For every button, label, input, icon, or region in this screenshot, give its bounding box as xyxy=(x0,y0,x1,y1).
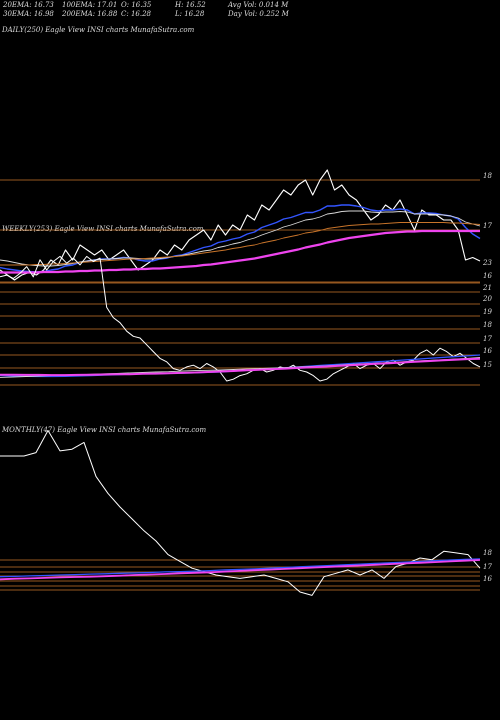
daily-price-tick-17: 17 xyxy=(483,222,492,230)
daily-series-line-2 xyxy=(0,210,481,267)
daily-series-line-4 xyxy=(0,229,480,274)
weekly-price-tick-21: 21 xyxy=(482,284,492,292)
header-ema200: 200EMA: 16.88 xyxy=(62,10,118,18)
weekly-price-tick-15: 15 xyxy=(483,361,492,369)
weekly-price-tick-20: 20 xyxy=(482,295,492,303)
monthly-series-line-1 xyxy=(0,558,481,578)
daily-series-line-0 xyxy=(0,169,481,281)
header-avg-vol: Avg Vol: 0.014 M xyxy=(228,1,289,9)
header-close: C: 16.28 xyxy=(121,10,151,18)
header-ema30: 30EMA: 16.98 xyxy=(3,10,54,18)
daily-price-tick-16: 16 xyxy=(483,272,492,280)
header-open: O: 16.35 xyxy=(121,1,152,9)
weekly-price-tick-16: 16 xyxy=(483,347,492,355)
daily-price-tick-18: 18 xyxy=(483,172,492,180)
monthly-price-tick-17: 17 xyxy=(483,563,492,571)
weekly-price-tick-18: 18 xyxy=(483,321,492,329)
header-high: H: 16.52 xyxy=(175,1,206,9)
weekly-price-tick-17: 17 xyxy=(483,335,492,343)
weekly-series-line-3 xyxy=(0,357,481,377)
weekly-panel-title: WEEKLY(253) Eagle View INSI charts Munaf… xyxy=(2,225,204,233)
header-ema100: 100EMA: 17.01 xyxy=(62,1,118,9)
header-ema20: 20EMA: 16.73 xyxy=(3,1,54,9)
weekly-price-tick-19: 19 xyxy=(483,308,492,316)
weekly-series-line-0 xyxy=(0,255,481,382)
monthly-series-line-0 xyxy=(0,430,481,596)
header-low: L: 16.28 xyxy=(175,10,205,18)
monthly-price-tick-16: 16 xyxy=(483,575,492,583)
weekly-price-tick-23: 23 xyxy=(482,259,492,267)
daily-series-line-3 xyxy=(0,222,481,266)
weekly-series-line-1 xyxy=(0,354,481,378)
monthly-price-tick-18: 18 xyxy=(483,549,492,557)
daily-series-line-1 xyxy=(0,204,481,273)
monthly-series-line-2 xyxy=(0,559,481,581)
monthly-panel-title: MONTHLY(47) Eagle View INSI charts Munaf… xyxy=(2,426,207,434)
header-day-vol: Day Vol: 0.252 M xyxy=(228,10,289,18)
daily-panel-title: DAILY(250) Eagle View INSI charts Munafa… xyxy=(2,26,195,34)
